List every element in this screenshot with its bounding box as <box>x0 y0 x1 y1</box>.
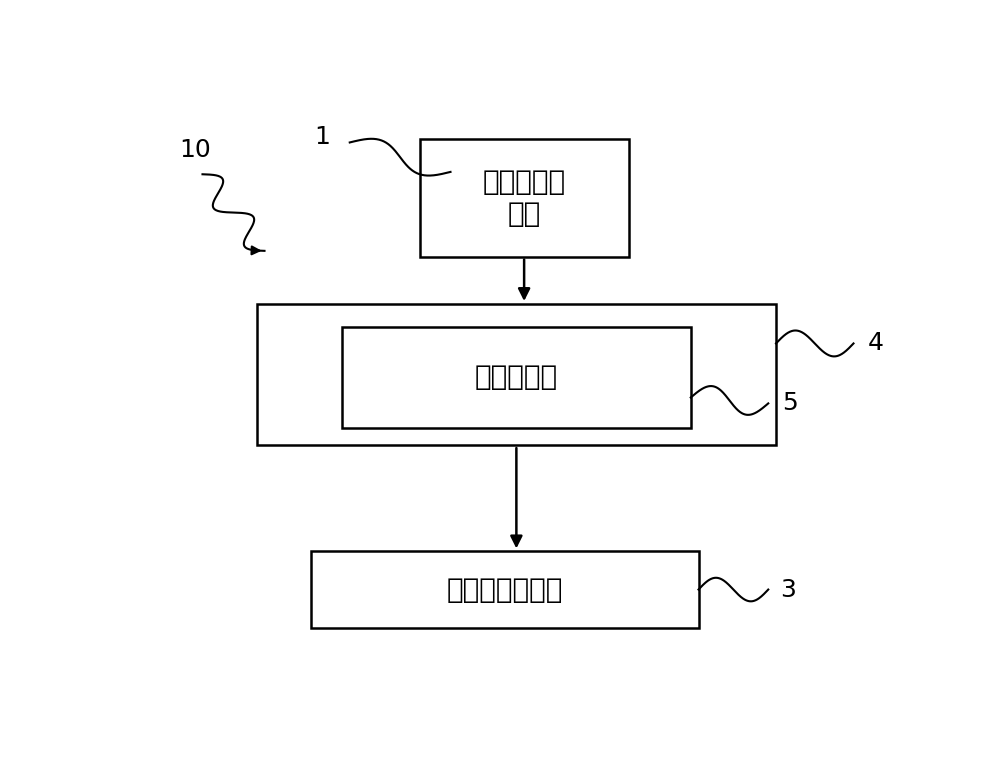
Text: 10: 10 <box>179 138 211 162</box>
Text: 二维码识别设备: 二维码识别设备 <box>447 575 563 604</box>
Text: 4: 4 <box>867 331 883 356</box>
Text: 二维码载体: 二维码载体 <box>475 363 558 392</box>
Bar <box>342 327 691 428</box>
Bar <box>420 139 629 257</box>
Text: 1: 1 <box>314 125 330 148</box>
Text: 5: 5 <box>782 392 798 415</box>
Bar <box>311 552 698 628</box>
Text: 二维码生成
装置: 二维码生成 装置 <box>483 168 566 228</box>
Bar <box>257 304 776 445</box>
Text: 3: 3 <box>780 578 796 601</box>
